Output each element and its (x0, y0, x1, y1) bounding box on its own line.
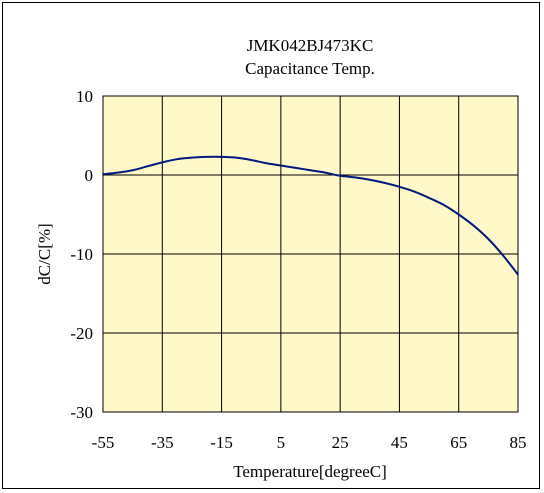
x-tick-label: 85 (510, 433, 527, 452)
x-tick-label: -35 (151, 433, 174, 452)
x-tick-label: -55 (92, 433, 115, 452)
y-tick-label: -30 (70, 403, 93, 422)
x-tick-label: 25 (332, 433, 349, 452)
y-tick-label: -20 (70, 324, 93, 343)
y-axis-label: dC/C[%] (35, 223, 54, 284)
chart-title: JMK042BJ473KC (247, 36, 374, 55)
x-axis-label: Temperature[degreeC] (233, 462, 387, 481)
x-tick-label: 45 (391, 433, 408, 452)
grid (102, 95, 519, 413)
series-layer (102, 155, 519, 276)
y-tick-label: 0 (85, 166, 94, 185)
x-tick-label: -15 (210, 433, 233, 452)
plot-border (102, 95, 519, 413)
chart-subtitle: Capacitance Temp. (245, 59, 375, 78)
y-tick-label: -10 (70, 245, 93, 264)
x-tick-label: 5 (277, 433, 286, 452)
y-tick-label: 10 (76, 87, 93, 106)
series-line (102, 155, 519, 276)
x-tick-labels: -55 -35 -15 5 25 45 65 85 (92, 433, 527, 452)
y-tick-labels: 10 0 -10 -20 -30 (70, 87, 93, 422)
x-tick-label: 65 (450, 433, 467, 452)
